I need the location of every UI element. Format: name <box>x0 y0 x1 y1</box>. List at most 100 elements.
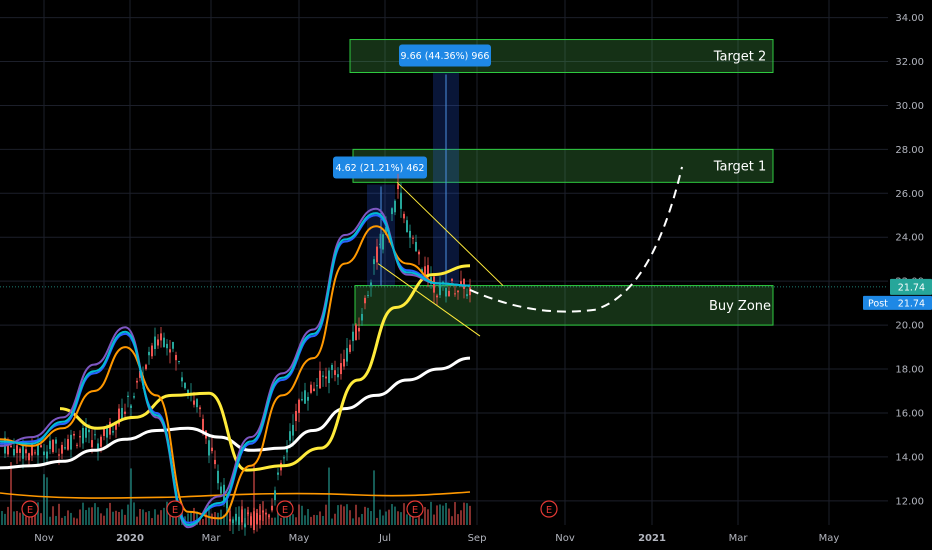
volume-bar <box>223 514 225 525</box>
wedge-upper <box>396 181 504 286</box>
earnings-marker <box>166 500 184 518</box>
candle-body <box>70 434 72 450</box>
candle-body <box>79 436 81 438</box>
candle-body <box>166 343 168 349</box>
candle-body <box>130 405 132 408</box>
candle-body <box>322 375 324 377</box>
volume-bar <box>322 515 324 525</box>
post-label: Post <box>868 298 888 309</box>
y-axis-bg <box>888 0 932 550</box>
volume-bar <box>58 503 60 525</box>
candle-body <box>349 344 351 352</box>
earnings-label: E <box>282 505 288 516</box>
volume-bar <box>280 517 282 525</box>
volume-bar <box>187 513 189 525</box>
volume-bar <box>292 514 294 525</box>
volume-bar <box>130 468 132 525</box>
candle-body <box>199 407 201 410</box>
volume-bar <box>334 513 336 525</box>
volume-bar <box>7 506 9 525</box>
last-price-text: 21.74 <box>898 282 925 293</box>
candle-body <box>22 442 24 459</box>
candle-body <box>253 511 255 531</box>
candle-body <box>439 284 441 296</box>
volume-bar <box>418 514 420 525</box>
earnings-marker <box>276 500 294 518</box>
volume-bar <box>349 510 351 525</box>
candle-body <box>286 446 288 453</box>
candle-body <box>418 251 420 255</box>
candle-body <box>121 408 123 420</box>
measure-badge <box>399 44 491 67</box>
y-tick-label: 24.00 <box>895 233 924 244</box>
volume-bar <box>247 506 249 525</box>
candle-body <box>211 447 213 451</box>
volume-bar <box>151 518 153 525</box>
volume-bar <box>316 515 318 525</box>
x-tick-label: 2021 <box>638 533 666 544</box>
candle-body <box>274 490 276 501</box>
volume-bar <box>343 506 345 525</box>
candle-body <box>271 505 273 511</box>
volume-bar <box>304 515 306 525</box>
volume-bar <box>415 518 417 525</box>
candle-body <box>337 374 339 378</box>
candle-body <box>460 281 462 287</box>
candle-body <box>451 278 453 281</box>
volume-bar <box>127 504 129 525</box>
volume-bar <box>310 516 312 525</box>
volume-bar <box>355 504 357 525</box>
candle-body <box>250 516 252 526</box>
post-price-text: 21.74 <box>898 298 925 309</box>
candle-body <box>259 514 261 521</box>
volume-bar <box>400 512 402 525</box>
y-tick-label: 28.00 <box>895 145 924 156</box>
measure-badge <box>333 156 427 179</box>
target-zones: Target 2 Target 1 Buy Zone <box>349 39 774 326</box>
candle-body <box>157 339 159 346</box>
wedge-lower <box>377 263 481 337</box>
candle-body <box>196 399 198 408</box>
candle-body <box>178 360 180 362</box>
candle-body <box>61 444 63 454</box>
candle-body <box>127 395 129 397</box>
candle-body <box>427 265 429 278</box>
volume-bar <box>85 510 87 525</box>
candle-body <box>277 472 279 475</box>
candle-body <box>91 440 93 448</box>
candle-body <box>292 424 294 436</box>
candle-body <box>307 396 309 401</box>
volume-bar <box>424 506 426 525</box>
y-tick-label: 34.00 <box>895 13 924 24</box>
x-tick-label: Nov <box>555 533 575 544</box>
volume-bar <box>328 467 330 525</box>
candle-body <box>172 341 174 349</box>
volume-bar <box>460 510 462 525</box>
post-price-tag <box>863 295 932 310</box>
earnings-label: E <box>412 505 418 516</box>
volume-bar <box>124 514 126 525</box>
candle-body <box>415 241 417 252</box>
candle-body <box>346 348 348 362</box>
candle-body <box>160 333 162 341</box>
candle-body <box>31 443 33 456</box>
candle-body <box>289 431 291 441</box>
volume-bar <box>307 509 309 525</box>
candle-body <box>13 448 15 456</box>
candle-body <box>325 376 327 379</box>
candle-body <box>400 192 402 209</box>
candle-body <box>379 243 381 245</box>
x-axis: Nov 2020 Mar May Jul Sep Nov 2021 Mar May <box>34 533 839 544</box>
volume-bar <box>103 515 105 525</box>
x-tick-label: 2020 <box>116 533 144 544</box>
series-line <box>0 225 471 520</box>
volume-bar <box>370 511 372 525</box>
volume-bar <box>433 514 435 525</box>
candle-body <box>214 459 216 465</box>
measure-label: 4.62 (21.21%) 462 <box>336 163 425 174</box>
volume-bar <box>274 517 276 525</box>
volume-bar <box>325 504 327 525</box>
volume-bar <box>40 513 42 525</box>
